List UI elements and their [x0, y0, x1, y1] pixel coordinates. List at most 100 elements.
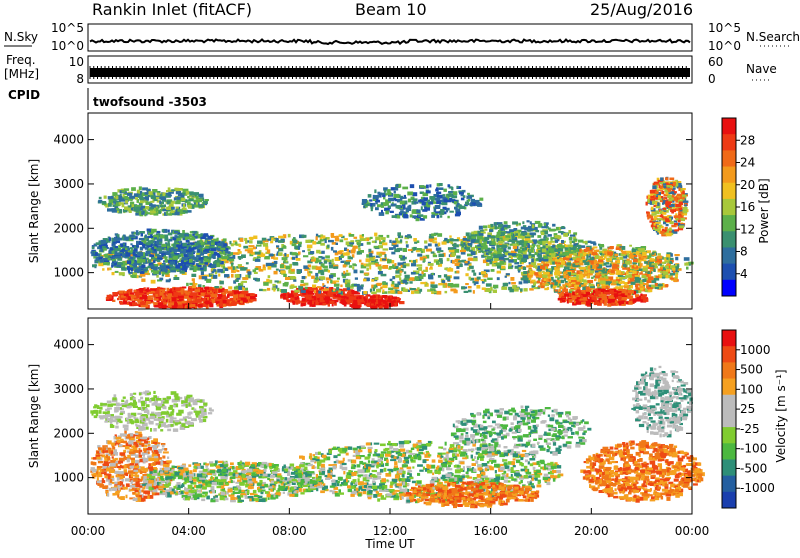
power-echo — [629, 245, 632, 247]
power-echo — [549, 268, 552, 270]
power-echo — [217, 269, 223, 273]
power-echo — [655, 222, 661, 224]
power-echo — [610, 246, 614, 249]
power-echo — [174, 303, 178, 307]
power-echo — [193, 251, 195, 253]
power-echo — [281, 289, 287, 293]
power-echo — [613, 279, 616, 282]
power-echo — [159, 242, 162, 245]
power-echo — [234, 290, 239, 293]
power-echo — [352, 266, 354, 269]
power-echo — [343, 264, 347, 267]
power-echo — [460, 263, 462, 267]
power-echo — [209, 254, 211, 257]
power-echo — [157, 255, 162, 258]
power-echo — [410, 214, 413, 217]
power-echo — [446, 276, 451, 280]
power-echo — [371, 208, 373, 211]
power-echo — [445, 291, 448, 293]
power-echo — [175, 212, 180, 216]
power-echo — [119, 291, 124, 294]
power-echo — [590, 241, 595, 244]
power-echo — [429, 184, 431, 187]
power-echo — [410, 184, 414, 188]
power-echo — [102, 201, 107, 204]
power-echo — [675, 257, 678, 261]
power-echo — [240, 301, 243, 304]
power-echo — [659, 260, 662, 263]
power-echo — [263, 265, 266, 268]
power-echo — [429, 276, 434, 279]
power-echo — [173, 277, 179, 280]
power-echo — [188, 289, 194, 291]
power-echo — [333, 266, 338, 269]
power-echo — [538, 270, 541, 272]
power-echo — [217, 254, 220, 257]
power-echo — [429, 268, 433, 270]
power-echo — [375, 207, 379, 210]
power-echo — [440, 212, 444, 215]
power-echo — [433, 255, 437, 258]
power-echo — [291, 269, 295, 272]
power-echo — [436, 261, 440, 265]
power-echo — [220, 248, 225, 250]
power-echo — [157, 248, 162, 252]
power-echo — [421, 251, 423, 253]
power-echo — [244, 238, 247, 241]
power-echo — [235, 279, 239, 282]
power-echo — [377, 283, 382, 285]
power-echo — [131, 295, 134, 299]
freq-tick-high: 10 — [69, 55, 84, 69]
power-echo — [140, 247, 143, 251]
power-echo — [605, 279, 610, 281]
power-echo — [662, 191, 664, 194]
power-echo — [355, 277, 358, 279]
power-echo — [193, 236, 198, 238]
power-echo — [177, 197, 181, 200]
power-echo — [139, 186, 142, 190]
power-echo — [561, 261, 565, 265]
power-echo — [162, 192, 165, 196]
power-echo — [411, 263, 416, 266]
power-echo — [622, 268, 627, 270]
power-echo — [564, 287, 566, 289]
power-echo — [538, 278, 541, 281]
power-echo — [675, 274, 678, 277]
power-echo — [508, 282, 510, 284]
power-echo — [619, 257, 623, 260]
power-echo — [382, 195, 386, 197]
power-echo — [576, 275, 579, 279]
power-echo — [447, 200, 452, 203]
power-echo — [107, 268, 109, 271]
power-echo — [223, 243, 227, 246]
power-echo — [228, 251, 231, 254]
power-echo — [253, 236, 257, 240]
power-echo — [131, 232, 134, 234]
power-echo — [154, 305, 159, 308]
power-echo — [312, 241, 316, 245]
power-echo — [328, 270, 330, 273]
power-echo — [102, 268, 104, 271]
power-echo — [426, 249, 432, 252]
power-echo — [641, 257, 646, 259]
power-echo — [477, 277, 481, 280]
power-echo — [192, 278, 195, 281]
power-echo — [393, 246, 396, 249]
power-echo — [670, 278, 675, 280]
power-echo — [490, 287, 493, 291]
power-echo — [505, 276, 507, 278]
power-echo — [278, 248, 283, 252]
power-echo — [298, 246, 300, 250]
power-echo — [329, 275, 333, 279]
power-echo — [267, 249, 270, 253]
power-echo — [662, 229, 664, 231]
power-echo — [403, 287, 405, 291]
power-echo — [301, 280, 304, 283]
power-echo — [293, 301, 296, 305]
power-echo — [249, 237, 254, 239]
power-echo — [189, 267, 193, 270]
power-echo — [375, 277, 379, 280]
power-echo — [590, 270, 594, 273]
power-echo — [338, 290, 341, 292]
power-echo — [142, 259, 146, 263]
